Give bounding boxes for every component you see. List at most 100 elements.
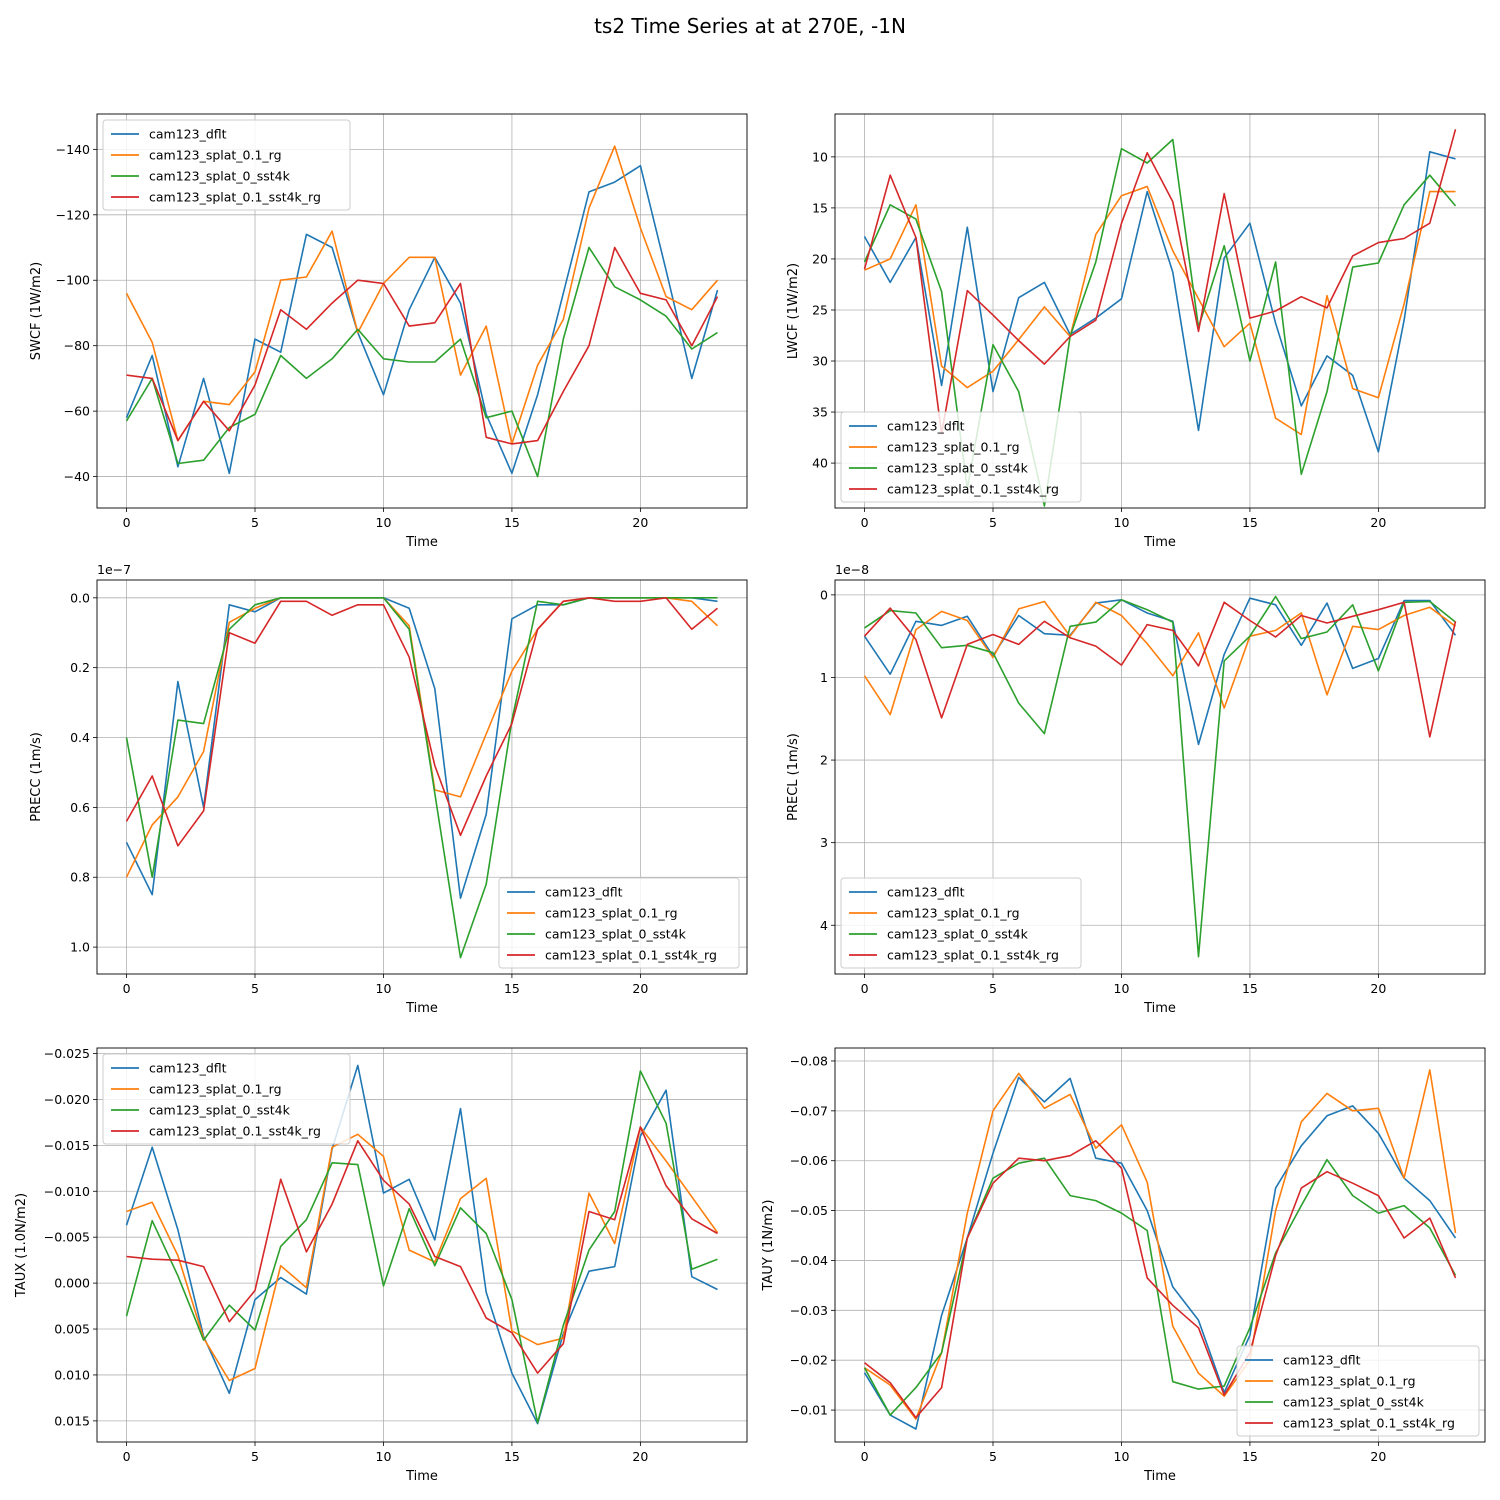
legend-label: cam123_dflt — [1283, 1353, 1361, 1368]
x-tick-label: 0 — [123, 981, 131, 996]
y-tick-label: 10 — [812, 149, 828, 164]
x-axis-label: Time — [405, 1469, 438, 1484]
y-tick-label: −0.07 — [790, 1103, 828, 1118]
legend-label: cam123_splat_0.1_sst4k_rg — [149, 190, 321, 205]
y-tick-label: −0.010 — [44, 1184, 90, 1199]
series-line-cam123_splat_0.1_sst4k_rg — [863, 601, 1457, 738]
y-tick-label: −0.03 — [790, 1303, 828, 1318]
y-tick-label: 15 — [812, 200, 828, 215]
y-tick-label: 1.0 — [70, 940, 90, 955]
legend-label: cam123_splat_0.1_sst4k_rg — [887, 482, 1059, 497]
y-tick-label: 0.000 — [54, 1276, 90, 1291]
series-line-cam123_dflt — [125, 596, 718, 900]
panel-taux: 0 5 10 15 20 0.015 0.010 0.005 0.000 −0.005 −0.010… — [14, 1046, 748, 1484]
y-tick-label: 0 — [820, 587, 828, 602]
legend-box — [840, 877, 1082, 969]
x-tick-label: 15 — [504, 515, 520, 530]
x-tick-label: 10 — [376, 1449, 392, 1464]
panel-precc: 0 5 10 15 20 0.0 0.2 0.4 0.6 0.8 1.0 Time PRECC (1m/… — [29, 562, 748, 1016]
axes-frame — [834, 113, 1486, 509]
y-tick-label: −80 — [64, 338, 90, 353]
y-tick-label: −0.06 — [790, 1153, 828, 1168]
series-line-cam123_splat_0.1_rg — [125, 145, 719, 445]
y-axis-label: TAUX (1.0N/m2) — [14, 1193, 29, 1298]
x-tick-label: 0 — [861, 515, 869, 530]
legend-label: cam123_splat_0_sst4k — [887, 461, 1029, 476]
y-tick-label: 0.6 — [70, 800, 90, 815]
panel-tauy: 0 5 10 15 20 −0.01 −0.02 −0.03 −0.04 −0.05 −0.06 −0… — [761, 1047, 1486, 1484]
panel-precl: 0 5 10 15 20 0 1 2 3 4 Time PRECL (1m/s) 1e−8 cam123_… — [786, 562, 1486, 1016]
y-offset-label: 1e−7 — [97, 562, 131, 577]
legend-label: cam123_splat_0.1_rg — [149, 1082, 282, 1097]
y-tick-label: −100 — [56, 273, 90, 288]
x-tick-label: 20 — [632, 981, 648, 996]
axes-frame — [96, 113, 748, 509]
x-tick-label: 20 — [632, 515, 648, 530]
series-line-cam123_dflt — [125, 164, 719, 475]
series-line-cam123_dflt — [863, 151, 1456, 453]
x-tick-label: 15 — [1242, 515, 1258, 530]
x-tick-label: 5 — [989, 515, 997, 530]
x-tick-label: 15 — [504, 1449, 520, 1464]
y-tick-label: 0.0 — [70, 590, 90, 605]
series-line-cam123_dflt — [125, 1064, 718, 1425]
series-line-cam123_splat_0.1_sst4k_rg — [864, 1140, 1457, 1419]
x-axis-label: Time — [1143, 535, 1176, 550]
x-tick-label: 20 — [1370, 515, 1386, 530]
x-tick-label: 10 — [1114, 515, 1130, 530]
x-tick-label: 5 — [251, 515, 259, 530]
x-tick-label: 5 — [989, 1449, 997, 1464]
y-offset-label: 1e−8 — [835, 562, 869, 577]
figure-title: ts2 Time Series at at 270E, -1N — [594, 14, 906, 38]
axes-frame — [834, 579, 1486, 975]
axes-frame — [96, 579, 748, 975]
legend: cam123_dflt cam123_splat_0.1_rg cam123_spl… — [498, 877, 740, 969]
legend-box — [1236, 1345, 1480, 1437]
y-tick-label: 25 — [812, 302, 828, 317]
x-tick-label: 5 — [251, 981, 259, 996]
y-tick-label: −120 — [56, 207, 90, 222]
y-tick-label: 3 — [820, 835, 828, 850]
y-tick-label: 20 — [812, 251, 828, 266]
series-line-cam123_splat_0.1_sst4k_rg — [126, 1126, 718, 1374]
panel-lwcf: 0 5 10 15 20 10 15 20 25 30 35 40 Time LWCF (1W/m2) ca… — [786, 113, 1486, 550]
legend-label: cam123_splat_0.1_sst4k_rg — [149, 1124, 321, 1139]
x-tick-label: 5 — [989, 981, 997, 996]
x-axis-label: Time — [405, 1001, 438, 1016]
x-tick-label: 0 — [861, 981, 869, 996]
y-tick-label: −0.05 — [790, 1203, 828, 1218]
y-tick-label: −0.015 — [44, 1138, 90, 1153]
x-tick-label: 20 — [632, 1449, 648, 1464]
y-tick-label: −60 — [64, 404, 90, 419]
series-line-cam123_splat_0.1_rg — [864, 185, 1456, 436]
y-axis-label: SWCF (1W/m2) — [29, 262, 44, 360]
y-tick-label: −0.025 — [44, 1046, 90, 1061]
x-tick-label: 10 — [1114, 1449, 1130, 1464]
series-line-cam123_splat_0.1_sst4k_rg — [126, 246, 719, 445]
legend-label: cam123_splat_0_sst4k — [149, 169, 291, 184]
x-tick-label: 0 — [123, 515, 131, 530]
legend-box — [102, 119, 351, 211]
y-tick-label: 35 — [812, 405, 828, 420]
legend: cam123_dflt cam123_splat_0.1_rg cam123_spl… — [102, 1053, 351, 1145]
y-tick-label: 0.4 — [70, 730, 90, 745]
axes-frame — [834, 1047, 1486, 1443]
y-axis-label: PRECC (1m/s) — [29, 732, 44, 822]
x-axis-label: Time — [1143, 1469, 1176, 1484]
legend: cam123_dflt cam123_splat_0.1_rg cam123_spl… — [840, 411, 1082, 503]
panel-swcf: 0 5 10 15 20 −40 −60 −80 −100 −120 −140 Time SWCF (1… — [29, 113, 748, 550]
x-tick-label: 20 — [1370, 981, 1386, 996]
y-axis-label: PRECL (1m/s) — [786, 733, 801, 821]
x-tick-label: 15 — [1242, 1449, 1258, 1464]
y-tick-label: −140 — [56, 142, 90, 157]
y-tick-label: −0.01 — [790, 1403, 828, 1418]
x-tick-label: 10 — [376, 515, 392, 530]
y-tick-label: 40 — [812, 456, 828, 471]
x-tick-label: 20 — [1370, 1449, 1386, 1464]
legend-label: cam123_splat_0.1_sst4k_rg — [1283, 1416, 1455, 1431]
y-tick-label: 0.005 — [54, 1322, 90, 1337]
series-line-cam123_splat_0.1_rg — [863, 600, 1456, 716]
series-line-cam123_splat_0_sst4k — [863, 1157, 1457, 1416]
legend-label: cam123_splat_0_sst4k — [1283, 1395, 1425, 1410]
